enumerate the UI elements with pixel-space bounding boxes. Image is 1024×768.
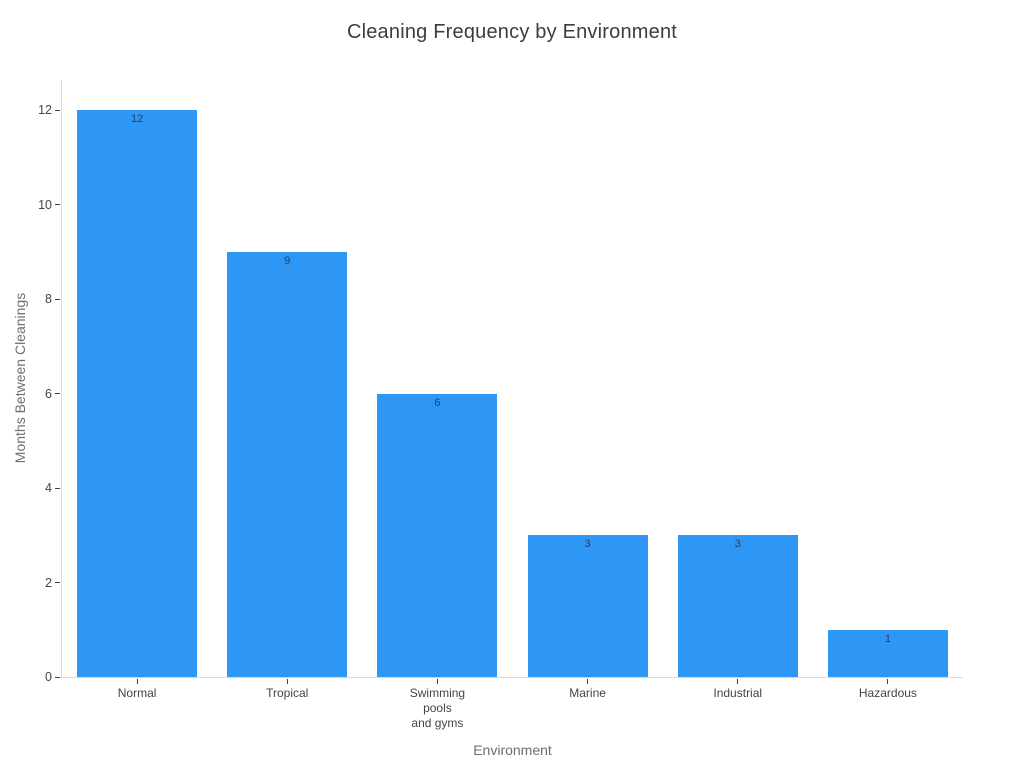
bar <box>227 251 348 677</box>
bar-value-label: 3 <box>584 538 591 551</box>
bar <box>377 393 498 677</box>
x-tick-mark <box>136 679 138 684</box>
x-category-label: Swimming pools and gyms <box>409 686 466 730</box>
y-tick-label: 8 <box>45 292 52 307</box>
bar <box>827 629 948 677</box>
y-tick-mark <box>55 298 60 300</box>
bar <box>527 535 648 677</box>
y-tick-label: 10 <box>38 197 52 212</box>
y-tick-mark <box>55 204 60 206</box>
y-tick-mark <box>55 393 60 395</box>
bar-value-label: 1 <box>884 632 891 645</box>
y-axis-title: Months Between Cleanings <box>12 292 28 464</box>
y-tick-label: 4 <box>45 481 52 496</box>
x-tick-mark <box>436 679 438 684</box>
y-tick-mark <box>55 109 60 111</box>
x-category-label: Tropical <box>266 686 309 700</box>
y-tick-label: 12 <box>38 103 52 118</box>
x-tick-mark <box>587 679 589 684</box>
y-tick-mark <box>55 676 60 678</box>
x-category-label: Industrial <box>713 686 763 700</box>
bar-value-label: 6 <box>434 396 441 409</box>
bar-value-label: 9 <box>284 254 291 267</box>
plot-area: 0 2 4 6 8 10 12 12 Normal 9 Tropical 6 Swimming pool… <box>38 80 963 730</box>
x-tick-mark <box>286 679 288 684</box>
x-tick-mark <box>737 679 739 684</box>
y-tick-mark <box>55 487 60 489</box>
x-tick-mark <box>887 679 889 684</box>
bar <box>677 535 798 677</box>
x-axis-title: Environment <box>473 742 552 758</box>
x-category-label: Normal <box>117 686 157 700</box>
bar-value-label: 12 <box>130 113 144 126</box>
bar-value-label: 3 <box>734 538 741 551</box>
y-tick-label: 6 <box>45 386 52 401</box>
y-tick-label: 2 <box>45 575 52 590</box>
y-axis-line <box>61 80 62 677</box>
x-category-label: Hazardous <box>858 686 917 700</box>
x-category-label: Marine <box>569 686 606 700</box>
chart-title: Cleaning Frequency by Environment <box>346 21 678 43</box>
y-tick-label: 0 <box>45 670 52 684</box>
bar <box>77 110 198 677</box>
y-tick-mark <box>55 582 60 584</box>
x-axis-line <box>61 677 963 678</box>
